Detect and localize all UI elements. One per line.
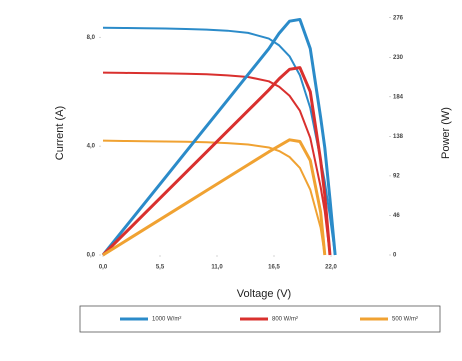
x-axis-label: Voltage (V) (237, 288, 291, 300)
legend-label: 1000 W/m² (152, 317, 181, 323)
y2-tick-label: 92 (393, 173, 400, 179)
x-tick-label: 22,0 (325, 265, 337, 271)
x-tick-label: 5,5 (156, 265, 165, 271)
legend-label: 800 W/m² (272, 317, 298, 323)
current-curve (102, 139, 326, 256)
legend-box (79, 305, 441, 333)
current-curve (102, 71, 331, 256)
y2-axis-label: Power (W) (440, 107, 452, 159)
y2-tick-label: 46 (393, 213, 400, 219)
y2-tick-label: 0 (393, 253, 397, 259)
y2-tick-label: 138 (393, 134, 404, 140)
x-tick-label: 11,0 (211, 265, 223, 271)
power-curve (101, 17, 337, 256)
y-tick-label: 0,0 (87, 253, 96, 259)
y-tick-label: 8,0 (87, 35, 96, 41)
y-axis-label: Current (A) (54, 106, 66, 160)
x-tick-label: 16,5 (268, 265, 280, 271)
x-tick-label: 0,0 (99, 265, 108, 271)
y2-tick-label: 276 (393, 15, 404, 21)
power-curve (101, 66, 332, 257)
y2-tick-label: 230 (393, 55, 404, 61)
legend-label: 500 W/m² (392, 317, 418, 323)
y2-tick-label: 184 (393, 94, 404, 100)
y-tick-label: 4,0 (87, 144, 96, 150)
power-curve (102, 138, 327, 257)
